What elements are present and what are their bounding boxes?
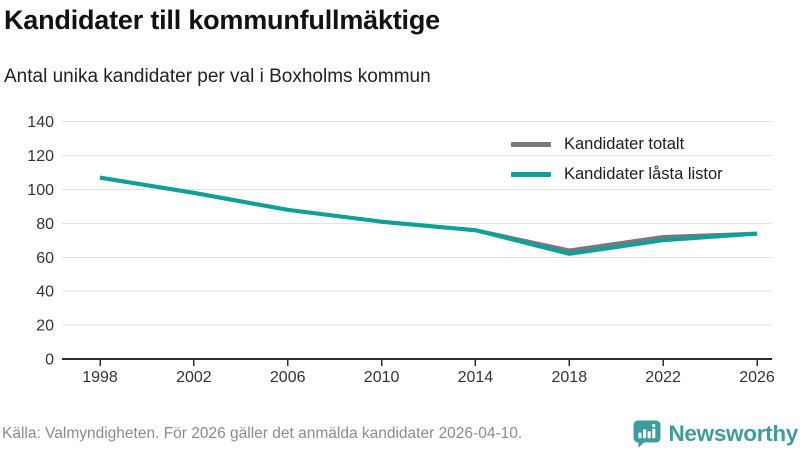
legend-label-locked-lists: Kandidater låsta listor: [564, 164, 723, 183]
chart-footer: Källa: Valmyndigheten. För 2026 gäller d…: [0, 418, 800, 450]
chart-legend: Kandidater totalt Kandidater låsta listo…: [511, 133, 723, 185]
x-axis: [62, 358, 772, 366]
svg-text:2022: 2022: [645, 369, 681, 386]
legend-item-total: Kandidater totalt: [511, 133, 723, 155]
svg-text:140: 140: [27, 114, 54, 131]
svg-text:20: 20: [36, 318, 54, 335]
page-title: Kandidater till kommunfullmäktige: [4, 5, 440, 35]
bar-chart-speech-bubble-icon: [633, 420, 661, 448]
brand-logo: Newsworthy: [633, 420, 798, 448]
svg-text:80: 80: [36, 216, 54, 233]
svg-text:2014: 2014: [458, 369, 494, 386]
svg-text:1998: 1998: [82, 369, 118, 386]
legend-swatch-total: [511, 141, 551, 147]
svg-text:100: 100: [27, 182, 54, 199]
svg-text:2018: 2018: [552, 369, 588, 386]
legend-label-total: Kandidater totalt: [564, 134, 685, 153]
svg-text:2010: 2010: [364, 369, 400, 386]
svg-text:2026: 2026: [739, 369, 775, 386]
svg-text:2006: 2006: [270, 369, 306, 386]
svg-text:2002: 2002: [176, 369, 212, 386]
x-axis-labels: 1998 2002 2006 2010 2014 2018 2022 2026: [82, 369, 775, 386]
source-note: Källa: Valmyndigheten. För 2026 gäller d…: [2, 425, 523, 442]
y-axis-labels: 0 20 40 60 80 100 120 140: [27, 114, 54, 368]
svg-text:0: 0: [45, 352, 54, 369]
legend-swatch-locked-lists: [511, 171, 551, 177]
legend-item-locked-lists: Kandidater låsta listor: [511, 163, 723, 185]
page-subtitle: Antal unika kandidater per val i Boxholm…: [4, 66, 431, 87]
svg-text:60: 60: [36, 250, 54, 267]
svg-text:120: 120: [27, 148, 54, 165]
series-line-1: [99, 175, 758, 256]
brand-name: Newsworthy: [668, 421, 798, 446]
svg-text:40: 40: [36, 284, 54, 301]
